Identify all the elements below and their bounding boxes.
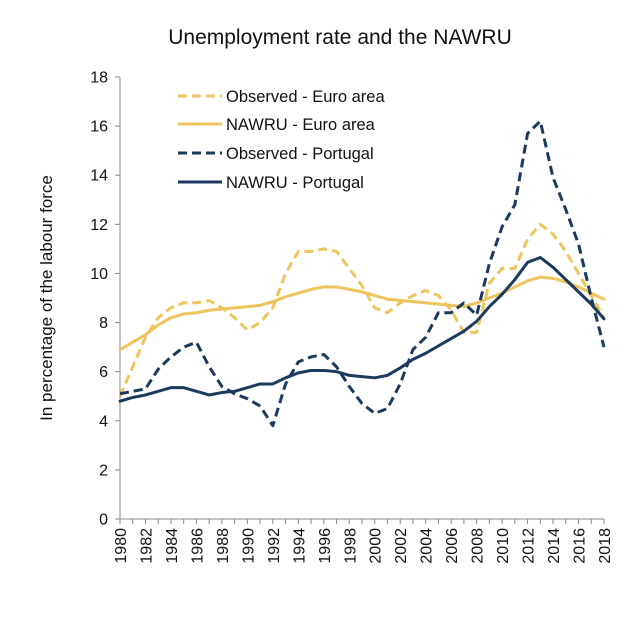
series-line-3 xyxy=(118,255,606,403)
y-tick-label: 14 xyxy=(90,168,108,185)
x-tick-label: 1992 xyxy=(266,528,283,564)
x-tick-label: 2002 xyxy=(393,528,410,564)
x-tick-label: 1990 xyxy=(240,528,257,564)
x-tick-label: 2000 xyxy=(368,528,385,564)
x-tick-label: 2004 xyxy=(419,528,436,564)
legend-label-0: Observed - Euro area xyxy=(226,88,385,106)
y-tick-label: 12 xyxy=(90,217,108,234)
axes: 0 2 4 6 8 10 12 14 16 18 1980 1982 1984 1986 1988 1990 1… xyxy=(90,70,614,564)
x-tick-label: 1982 xyxy=(138,528,155,564)
x-tick-label: 2012 xyxy=(521,528,538,564)
legend-label-2: Observed - Portugal xyxy=(226,145,374,163)
x-tick-label: 1988 xyxy=(215,528,232,564)
y-tick-label: 16 xyxy=(90,119,108,136)
x-tick-label: 1984 xyxy=(164,528,181,564)
y-tick-label: 10 xyxy=(90,266,108,283)
legend-label-3: NAWRU - Portugal xyxy=(226,174,364,192)
y-tick-label: 6 xyxy=(99,364,108,381)
x-tick-label: 1998 xyxy=(342,528,359,564)
y-tick-label: 0 xyxy=(99,512,108,529)
y-tick-label: 4 xyxy=(99,413,108,430)
y-axis-label: In percentage of the labour force xyxy=(37,175,56,421)
legend-label-1: NAWRU - Euro area xyxy=(226,116,376,134)
y-tick-label: 2 xyxy=(99,462,108,479)
series-line-2 xyxy=(119,119,606,428)
y-tick-label: 8 xyxy=(99,315,108,332)
x-tick-label: 2010 xyxy=(495,528,512,564)
x-tick-label: 1996 xyxy=(317,528,334,564)
chart-title: Unemployment rate and the NAWRU xyxy=(168,26,512,49)
y-tick-label: 18 xyxy=(90,70,108,87)
series-line-1 xyxy=(118,275,606,352)
x-tick-label: 1994 xyxy=(291,528,308,564)
x-tick-label: 2008 xyxy=(470,528,487,564)
x-tick-label: 2014 xyxy=(546,528,563,564)
legend: Observed - Euro area NAWRU - Euro area Obs… xyxy=(178,88,385,192)
x-tick-label: 2018 xyxy=(597,528,614,564)
x-tick-label: 2016 xyxy=(572,528,589,564)
series-line-0 xyxy=(118,222,606,397)
x-tick-label: 2006 xyxy=(444,528,461,564)
x-tick-label: 1986 xyxy=(189,528,206,564)
series-layer xyxy=(118,119,606,428)
x-tick-label: 1980 xyxy=(113,528,130,564)
